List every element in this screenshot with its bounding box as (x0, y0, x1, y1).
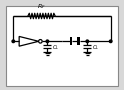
FancyBboxPatch shape (5, 6, 119, 86)
Text: $R_F$: $R_F$ (37, 2, 46, 11)
Circle shape (12, 40, 15, 43)
Bar (77, 37, 79, 45)
Circle shape (46, 40, 49, 43)
Circle shape (86, 40, 89, 43)
Circle shape (109, 40, 112, 43)
Bar (70, 37, 72, 45)
Text: $C_L$: $C_L$ (52, 43, 59, 52)
Text: $C_L$: $C_L$ (92, 43, 99, 52)
